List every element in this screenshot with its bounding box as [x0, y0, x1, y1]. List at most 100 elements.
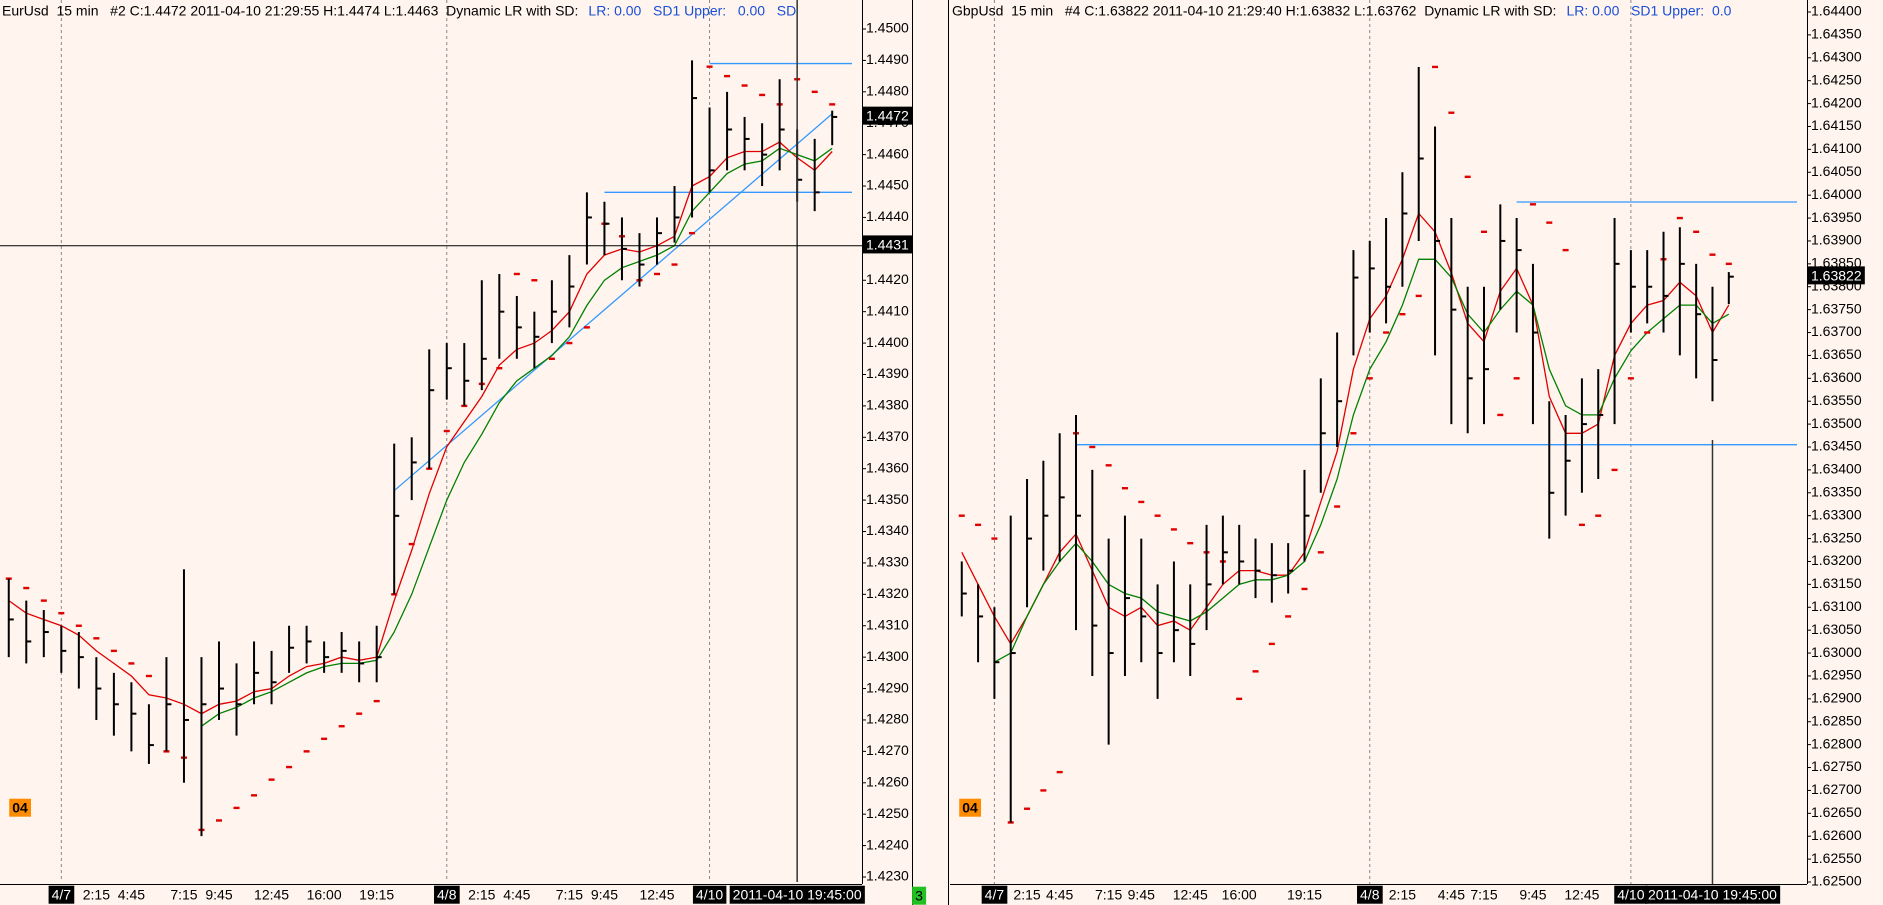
- y-tick-label: 1.4330: [866, 554, 909, 570]
- sar-dot: [321, 737, 328, 741]
- y-tick-label: 1.64250: [1811, 71, 1862, 87]
- y-tick-label: 1.62550: [1811, 850, 1862, 866]
- y-tick-label: 1.63400: [1811, 461, 1862, 477]
- y-tick-label: 1.63050: [1811, 621, 1862, 637]
- sar-dot: [1546, 221, 1553, 224]
- sar-dot: [1529, 203, 1536, 206]
- x-tick-label: 4/7: [981, 885, 1008, 904]
- y-tick-label: 1.63100: [1811, 598, 1862, 614]
- sar-dot: [1611, 468, 1618, 472]
- sar-dot: [829, 103, 836, 106]
- sar-dot: [1252, 670, 1259, 673]
- sar-dot: [1285, 615, 1292, 618]
- cursor-time-text: 2011-04-10 19:45:00: [733, 887, 862, 903]
- sar-dot: [338, 725, 345, 728]
- y-tick-label: 1.63350: [1811, 483, 1862, 499]
- sar-dot: [654, 272, 660, 276]
- y-tick-label: 1.63550: [1811, 392, 1862, 408]
- x-tick-label-text: 4/7: [985, 887, 1005, 903]
- y-tick-label: 1.63600: [1811, 369, 1862, 385]
- x-tick-label-box: [1614, 885, 1648, 904]
- sar-dot: [1693, 230, 1700, 233]
- x-tick-label-text: 4/7: [52, 887, 72, 903]
- last-price: 1.63822: [1808, 266, 1865, 285]
- sar-dot: [93, 637, 100, 640]
- moving-average-line: [8, 141, 833, 715]
- x-tick-label: 12:45: [1564, 887, 1599, 903]
- x-tick-label: 12:45: [1173, 887, 1208, 903]
- sar-dot: [1154, 514, 1161, 517]
- status-badge-box: [912, 886, 927, 905]
- x-tick-label: 19:15: [359, 887, 394, 903]
- y-tick-label: 1.64200: [1811, 94, 1862, 110]
- sar-dot: [1676, 216, 1683, 220]
- x-tick-label-text: 4/10: [1617, 887, 1644, 903]
- x-tick-label: 16:00: [1222, 887, 1257, 903]
- sar-dot: [1121, 487, 1128, 490]
- sar-dot: [303, 750, 310, 753]
- sar-dot: [1170, 528, 1177, 531]
- cursor-time-box: [729, 885, 865, 904]
- sar-dot: [1187, 541, 1194, 545]
- period-badge-box: [959, 798, 981, 817]
- sar-dot: [1056, 770, 1063, 774]
- y-tick-label: 1.4370: [866, 428, 909, 444]
- sar-dot: [566, 341, 573, 345]
- sar-dot: [145, 674, 152, 678]
- plot-area: [958, 0, 1797, 884]
- sar-dot: [1399, 313, 1406, 316]
- sar-dot: [443, 429, 450, 433]
- x-tick-label: 7:15: [1095, 887, 1122, 903]
- y-tick-label: 1.4310: [866, 616, 909, 632]
- y-tick-label: 1.4270: [866, 742, 909, 758]
- y-tick-label: 1.64150: [1811, 117, 1862, 133]
- x-tick-label-box: [981, 885, 1008, 904]
- period-badge-text: 04: [12, 800, 28, 816]
- sar-dot: [1513, 377, 1520, 380]
- x-tick-label: 19:15: [1287, 887, 1322, 903]
- x-tick-label: 4/8: [434, 885, 460, 904]
- y-tick-label: 1.63750: [1811, 300, 1862, 316]
- y-tick-label: 1.4300: [866, 648, 909, 664]
- period-badge: 04: [9, 798, 31, 817]
- sar-dot: [975, 523, 982, 527]
- sar-dot: [724, 74, 731, 78]
- sar-dot: [1448, 111, 1455, 114]
- x-tick-label-box: [692, 885, 727, 904]
- y-tick-label: 1.63450: [1811, 438, 1862, 454]
- y-tick-label: 1.62800: [1811, 735, 1862, 751]
- y-tick-label: 1.4250: [866, 805, 909, 821]
- sar-dot: [40, 599, 47, 602]
- sar-dot: [548, 357, 555, 360]
- x-tick-label-text: 4/10: [696, 887, 723, 903]
- moving-average-line: [994, 258, 1730, 663]
- y-tick-label: 1.62750: [1811, 758, 1862, 774]
- sar-dot: [759, 93, 766, 97]
- sar-dot: [1089, 445, 1096, 449]
- y-tick-label: 1.63000: [1811, 644, 1862, 660]
- sar-dot: [1481, 230, 1487, 233]
- sar-dot: [1236, 697, 1243, 701]
- period-badge-text: 04: [962, 800, 978, 816]
- crosshair-price-text: 1.4431: [866, 236, 909, 252]
- cursor-time: 2011-04-10 19:45:00: [1644, 885, 1781, 904]
- sar-dot: [1578, 523, 1585, 527]
- sar-dot: [671, 263, 678, 266]
- x-tick-label-box: [1357, 885, 1383, 904]
- status-badge: 3: [912, 886, 927, 905]
- y-tick-label: 1.4450: [866, 177, 909, 193]
- sar-dot: [408, 542, 415, 546]
- y-tick-label: 1.63700: [1811, 323, 1862, 339]
- sar-dot: [1415, 294, 1422, 298]
- sar-dot: [1497, 413, 1504, 417]
- y-tick-label: 1.4350: [866, 491, 909, 507]
- sar-dot: [58, 611, 65, 615]
- period-badge: 04: [959, 798, 981, 817]
- x-tick-label: 4/10: [692, 885, 727, 904]
- x-tick-label: 4/8: [1357, 885, 1383, 904]
- sar-dot: [1595, 514, 1602, 517]
- y-tick-label: 1.4420: [866, 271, 909, 287]
- x-tick-label: 9:45: [205, 887, 232, 903]
- moving-average-line: [201, 147, 833, 727]
